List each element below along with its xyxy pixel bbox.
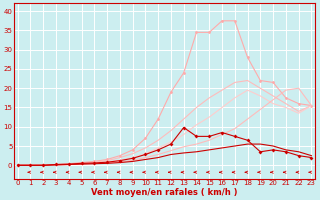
X-axis label: Vent moyen/en rafales ( km/h ): Vent moyen/en rafales ( km/h ) xyxy=(91,188,238,197)
